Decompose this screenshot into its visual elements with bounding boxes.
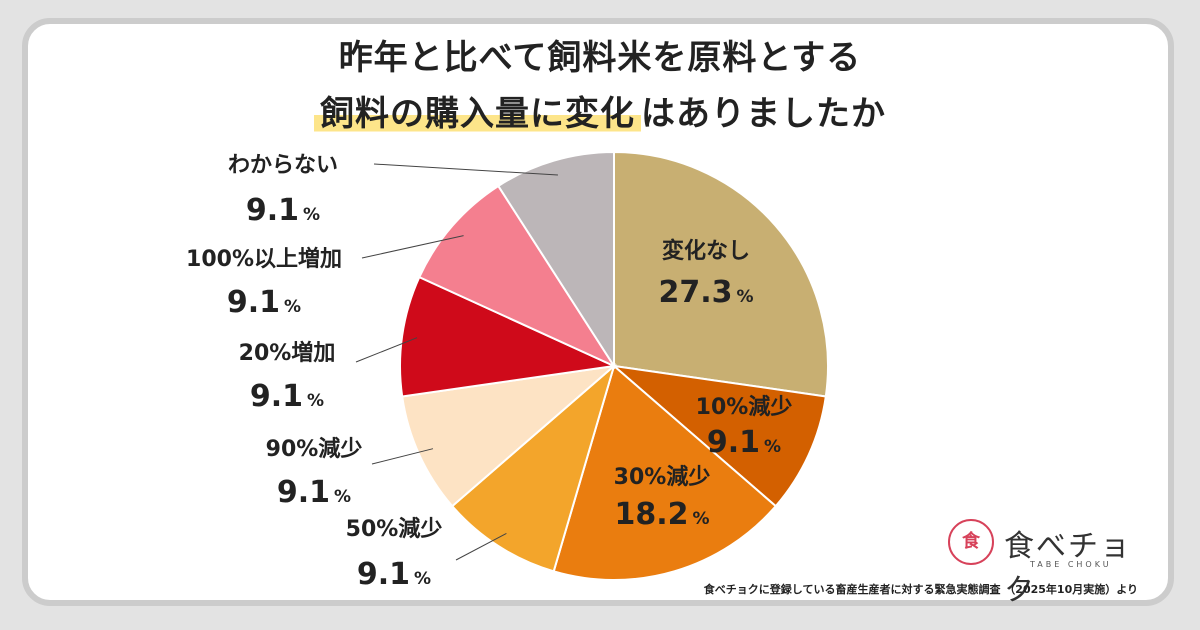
chart-title-line2: 飼料の購入量に変化 はありましたか	[0, 86, 1200, 135]
slice-label-1: 10%減少	[696, 395, 793, 420]
slice-unit-5: %	[307, 391, 324, 411]
pie-slice-2	[552, 364, 778, 581]
title-highlight: 飼料の購入量に変化	[314, 94, 641, 134]
slice-label-0: 変化なし	[662, 238, 750, 264]
slice-unit-3: %	[414, 569, 431, 589]
slice-value-3: 9.1%	[357, 557, 431, 592]
leader-line-5	[355, 337, 418, 363]
source-note: 食べチョクに登録している畜産生産者に対する緊急実態調査 （2025年10月実施）…	[703, 583, 1138, 596]
slice-value-4: 9.1%	[277, 475, 351, 510]
pie-slice-3	[450, 363, 616, 573]
slice-unit-4: %	[334, 487, 351, 507]
pie-slice-6	[418, 184, 617, 369]
leader-line-3	[455, 532, 507, 561]
slice-unit-1: %	[764, 437, 781, 457]
slice-label-3: 50%減少	[346, 517, 443, 542]
leader-line-6	[361, 235, 464, 259]
brand-logo: 食 食べチョク TABE CHOKU	[948, 517, 1148, 608]
title-rest: はありましたか	[641, 94, 886, 134]
logo-subtitle: TABE CHOKU	[1030, 560, 1112, 569]
slice-label-6: 100%以上増加	[186, 246, 342, 272]
logo-mark-icon: 食	[948, 519, 994, 565]
slice-value-5: 9.1%	[250, 379, 324, 414]
slice-label-4: 90%減少	[266, 437, 363, 462]
logo-name: 食べチョク	[1004, 529, 1132, 608]
pie-slice-0	[613, 150, 829, 398]
slice-unit-0: %	[736, 287, 753, 307]
pie-slice-4	[401, 364, 618, 508]
slice-unit-2: %	[692, 509, 709, 529]
leader-line-7	[373, 163, 558, 176]
pie-slice-7	[496, 150, 615, 370]
slice-value-7: 9.1%	[246, 193, 320, 228]
chart-title-line1: 昨年と比べて飼料米を原料とする	[338, 38, 862, 78]
slice-value-6: 9.1%	[227, 285, 301, 320]
leader-line-4	[371, 448, 434, 465]
pie-slice-1	[610, 364, 827, 508]
slice-label-2: 30%減少	[614, 465, 711, 490]
slice-label-5: 20%増加	[239, 340, 336, 366]
slice-unit-7: %	[303, 205, 320, 225]
slice-label-7: わからない	[228, 153, 338, 178]
slice-unit-6: %	[284, 297, 301, 317]
pie-slice-5	[399, 275, 618, 398]
